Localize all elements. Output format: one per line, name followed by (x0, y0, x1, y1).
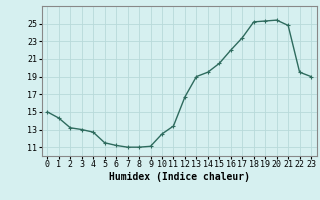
X-axis label: Humidex (Indice chaleur): Humidex (Indice chaleur) (109, 172, 250, 182)
